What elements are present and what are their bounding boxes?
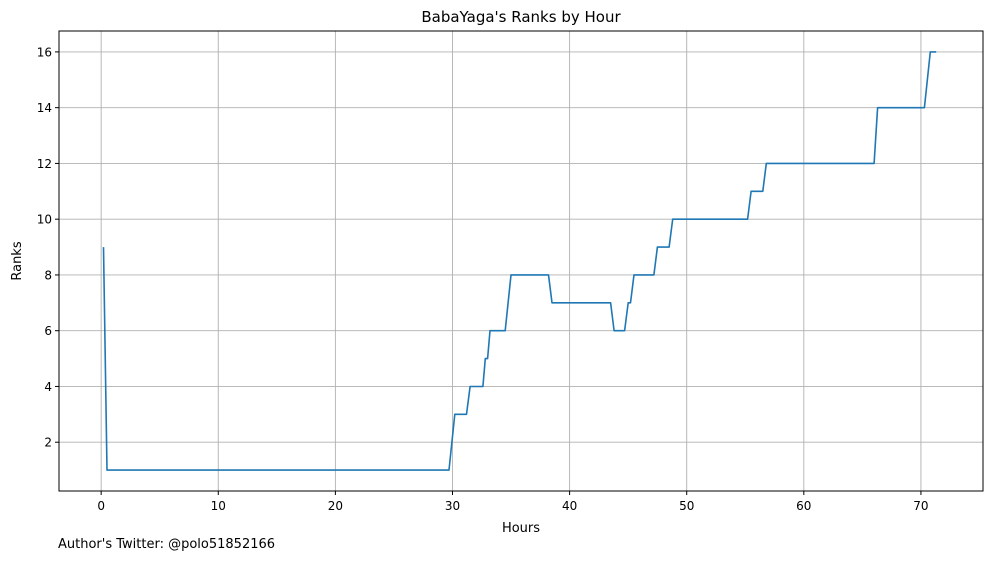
y-axis-label: Ranks [10, 241, 25, 280]
x-tick-label: 40 [562, 499, 577, 513]
y-tick-label: 8 [44, 268, 52, 282]
plot-series [102, 51, 937, 471]
x-axis-ticks: 0 10 20 30 40 50 60 70 [97, 491, 929, 513]
y-tick-label: 6 [44, 324, 52, 338]
x-tick-label: 0 [97, 499, 105, 513]
grid-lines [59, 31, 983, 491]
x-tick-label: 10 [211, 499, 226, 513]
x-tick-label: 60 [796, 499, 811, 513]
plot-frame [58, 30, 984, 492]
y-tick-label: 4 [44, 380, 52, 394]
x-tick-label: 50 [679, 499, 694, 513]
x-tick-label: 20 [328, 499, 343, 513]
x-axis-label: Hours [502, 521, 540, 536]
y-tick-label: 14 [37, 101, 52, 115]
y-tick-label: 10 [37, 213, 52, 227]
rank-line [102, 51, 937, 471]
author-credit: Author's Twitter: @polo51852166 [58, 537, 276, 552]
chart-title: BabaYaga's Ranks by Hour [421, 8, 621, 26]
x-tick-label: 30 [445, 499, 460, 513]
y-tick-label: 12 [37, 157, 52, 171]
y-axis-ticks: 2 4 6 8 10 12 14 16 [37, 45, 59, 450]
x-tick-label: 70 [913, 499, 928, 513]
y-tick-label: 16 [37, 45, 52, 59]
y-tick-label: 2 [44, 436, 52, 450]
